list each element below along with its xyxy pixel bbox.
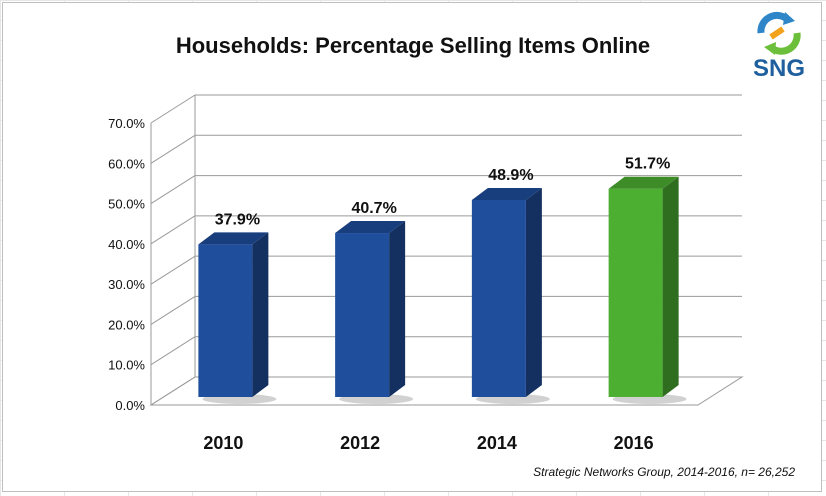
y-tick-label: 40.0% <box>108 237 145 252</box>
data-label: 40.7% <box>351 200 396 217</box>
bar-top <box>608 176 679 189</box>
x-tick-label: 2016 <box>614 433 654 453</box>
gridline-side <box>150 94 196 124</box>
bar-top <box>198 232 269 245</box>
bar-side <box>252 232 269 397</box>
y-tick-label: 50.0% <box>108 197 145 212</box>
gridline-side <box>150 376 196 406</box>
bar-top <box>471 188 542 201</box>
y-tick-label: 0.0% <box>115 398 145 413</box>
gridline-side <box>150 296 196 325</box>
y-tick-label: 20.0% <box>108 317 145 332</box>
recycle-arrows-icon <box>757 11 801 55</box>
bar <box>471 200 526 397</box>
bar <box>335 233 390 397</box>
bar-top <box>335 221 406 234</box>
gridline-side <box>150 215 196 245</box>
x-tick-label: 2010 <box>203 433 243 453</box>
logo-text: SNG <box>752 55 805 82</box>
chart-title: Households: Percentage Selling Items Onl… <box>175 33 651 58</box>
gridline-side <box>150 175 196 204</box>
data-label: 51.7% <box>625 156 670 173</box>
y-tick-label: 10.0% <box>108 358 145 373</box>
sng-logo: SNG <box>747 11 811 83</box>
bar-side <box>389 221 406 397</box>
gridline-side <box>150 255 196 285</box>
y-tick-label: 70.0% <box>108 116 145 131</box>
y-tick-label: 30.0% <box>108 277 145 292</box>
chart-plot-area: 0.0% 10.0% 20.0% 30.0% 40.0% 50.0% 60.0% 70.0% 3… <box>108 94 744 453</box>
source-note: Strategic Networks Group, 2014-2016, n= … <box>533 465 795 479</box>
y-tick-label: 60.0% <box>108 156 145 171</box>
x-tick-label: 2014 <box>477 433 517 453</box>
data-label: 48.9% <box>488 167 533 184</box>
bar <box>608 188 663 397</box>
gridline-side <box>150 134 196 164</box>
x-tick-label: 2012 <box>340 433 380 453</box>
bar <box>198 244 253 397</box>
gridline-side <box>150 336 196 366</box>
data-label: 37.9% <box>215 211 260 228</box>
bar-side <box>662 176 679 397</box>
bar-side <box>525 188 542 397</box>
